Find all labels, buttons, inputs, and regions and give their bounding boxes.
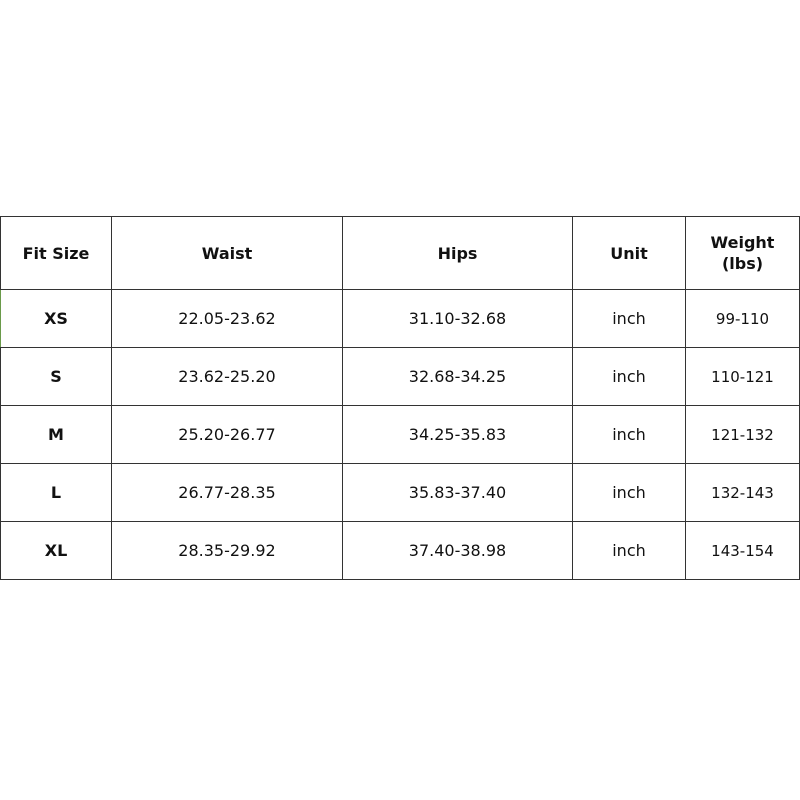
cell-weight: 121-132 [685, 405, 800, 464]
cell-hips: 34.25-35.83 [342, 405, 573, 464]
cell-size: XL [0, 521, 112, 580]
cell-size: M [0, 405, 112, 464]
cell-weight: 110-121 [685, 347, 800, 406]
header-fit-size: Fit Size [0, 216, 112, 290]
cell-unit: inch [572, 347, 686, 406]
cell-waist: 28.35-29.92 [111, 521, 343, 580]
cell-hips: 37.40-38.98 [342, 521, 573, 580]
cell-unit: inch [572, 289, 686, 348]
cell-size: XS [0, 289, 112, 348]
header-unit: Unit [572, 216, 686, 290]
cell-unit: inch [572, 463, 686, 522]
cell-hips: 35.83-37.40 [342, 463, 573, 522]
table-row: XS 22.05-23.62 31.10-32.68 inch 99-110 [0, 289, 800, 348]
header-weight-label: Weight [710, 233, 775, 252]
cell-waist: 23.62-25.20 [111, 347, 343, 406]
cell-unit: inch [572, 405, 686, 464]
table-row: XL 28.35-29.92 37.40-38.98 inch 143-154 [0, 521, 800, 580]
size-chart-table: Fit Size Waist Hips Unit Weight (lbs) XS … [0, 216, 800, 580]
header-hips: Hips [342, 216, 573, 290]
cell-hips: 31.10-32.68 [342, 289, 573, 348]
cell-weight: 132-143 [685, 463, 800, 522]
cell-waist: 22.05-23.62 [111, 289, 343, 348]
cell-weight: 99-110 [685, 289, 800, 348]
cell-waist: 25.20-26.77 [111, 405, 343, 464]
cell-size: L [0, 463, 112, 522]
cell-hips: 32.68-34.25 [342, 347, 573, 406]
cell-size: S [0, 347, 112, 406]
header-weight-unit: (lbs) [721, 254, 764, 273]
header-waist: Waist [111, 216, 343, 290]
table-row: L 26.77-28.35 35.83-37.40 inch 132-143 [0, 463, 800, 522]
header-weight: Weight (lbs) [685, 216, 800, 290]
table-row: S 23.62-25.20 32.68-34.25 inch 110-121 [0, 347, 800, 406]
header-row: Fit Size Waist Hips Unit Weight (lbs) [0, 216, 800, 290]
cell-weight: 143-154 [685, 521, 800, 580]
table-row: M 25.20-26.77 34.25-35.83 inch 121-132 [0, 405, 800, 464]
cell-waist: 26.77-28.35 [111, 463, 343, 522]
cell-unit: inch [572, 521, 686, 580]
